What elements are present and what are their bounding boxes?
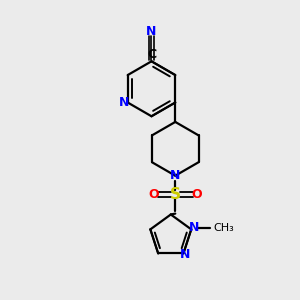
- Text: O: O: [148, 188, 159, 201]
- Text: O: O: [191, 188, 202, 201]
- Text: CH₃: CH₃: [214, 223, 234, 233]
- Text: N: N: [170, 169, 181, 182]
- Text: S: S: [170, 187, 181, 202]
- Text: N: N: [118, 96, 129, 109]
- Text: N: N: [146, 25, 157, 38]
- Text: C: C: [147, 48, 156, 61]
- Text: N: N: [180, 248, 190, 261]
- Text: N: N: [189, 221, 200, 234]
